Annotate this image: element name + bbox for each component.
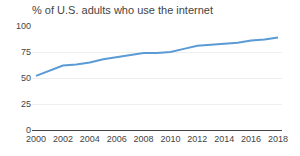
svg-text:25: 25 (21, 99, 31, 109)
svg-text:2012: 2012 (187, 134, 207, 144)
svg-text:2014: 2014 (214, 134, 234, 144)
svg-text:2016: 2016 (241, 134, 261, 144)
svg-text:2008: 2008 (134, 134, 154, 144)
svg-text:100: 100 (16, 21, 31, 31)
svg-text:2002: 2002 (53, 134, 73, 144)
svg-text:% of U.S. adults who use the i: % of U.S. adults who use the internet (32, 4, 213, 16)
svg-text:2004: 2004 (80, 134, 100, 144)
svg-text:75: 75 (21, 47, 31, 57)
svg-text:0: 0 (26, 125, 31, 135)
svg-text:50: 50 (21, 73, 31, 83)
svg-text:2006: 2006 (107, 134, 127, 144)
svg-text:2018: 2018 (268, 134, 288, 144)
svg-text:2010: 2010 (160, 134, 180, 144)
svg-text:2000: 2000 (26, 134, 46, 144)
